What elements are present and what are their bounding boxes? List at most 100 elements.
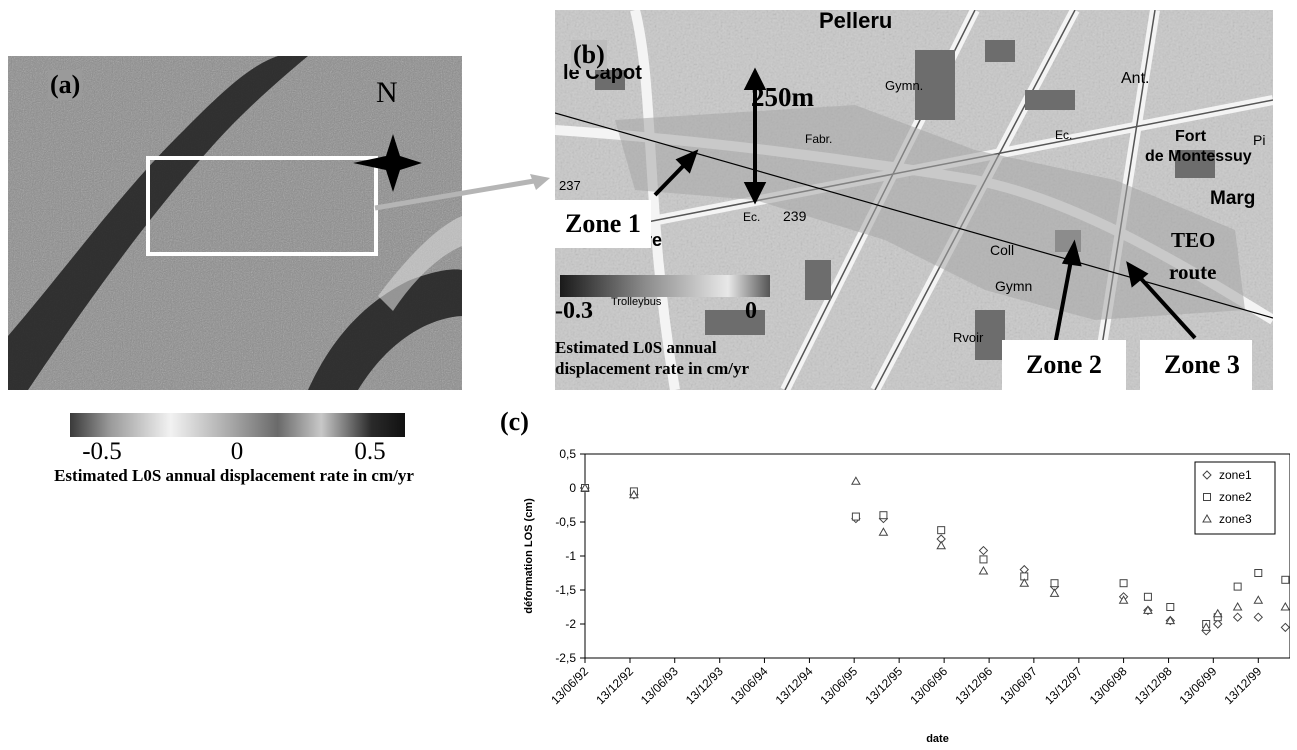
data-point-zone1 (1280, 622, 1291, 633)
data-point-zone2 (851, 512, 860, 521)
map-label: Rvoir (953, 330, 984, 345)
y-axis-label: déformation LOS (cm) (523, 498, 535, 614)
colorbar-b-caption: Estimated L0S annual (555, 338, 717, 357)
data-point-zone3 (629, 489, 639, 499)
data-point-zone3 (1165, 615, 1176, 625)
map-label: Fabr. (805, 132, 833, 146)
colorbar-a-caption: Estimated L0S annual displacement rate i… (54, 466, 414, 485)
map-label: Ant. (1121, 70, 1150, 87)
deformation-chart-svg: 0,50-0,5-1-1,5-2-2,513/06/92 13/12/92 13/0… (523, 447, 1291, 745)
compass-icon (353, 134, 422, 192)
panel-b-label: (b) (571, 40, 607, 70)
x-tick-label: 13/06/98 (1087, 664, 1130, 707)
data-point-zone2 (979, 555, 988, 564)
data-point-zone1 (1019, 564, 1029, 575)
x-tick-label: 13/12/94 (773, 664, 816, 707)
legend-label: zone2 (1219, 490, 1252, 504)
map-label: Gymn (995, 278, 1033, 294)
x-tick-label: 13/06/97 (997, 664, 1040, 707)
legend-label: zone3 (1219, 512, 1252, 526)
link-arrow (374, 174, 550, 211)
data-point-zone3 (1280, 601, 1291, 611)
data-point-zone2 (1050, 579, 1059, 588)
map-label: Trolleybus (611, 296, 662, 308)
zone-1-label: Zone 1 (555, 200, 651, 248)
x-tick-label: 13/06/92 (548, 664, 591, 707)
data-point-zone3 (851, 476, 861, 485)
y-tick-label: 0,5 (559, 447, 576, 461)
map-label: Fort (1175, 128, 1207, 145)
data-point-zone2 (1166, 603, 1175, 611)
y-tick-label: 0 (569, 481, 576, 495)
map-label: Pi (1253, 132, 1266, 148)
y-tick-label: -2 (565, 617, 576, 631)
map-label: Ec. (1055, 128, 1073, 142)
legend-label: zone1 (1219, 468, 1252, 482)
map-label: Pelleru (819, 8, 893, 33)
data-point-zone3 (1049, 588, 1060, 597)
x-tick-label: 13/12/97 (1042, 664, 1085, 707)
legend-marker-zone1 (1202, 470, 1212, 480)
data-point-zone1 (1213, 619, 1223, 629)
data-point-zone2 (1143, 592, 1152, 601)
data-point-zone3 (1232, 601, 1243, 611)
colorbar-b-max: 0 (745, 298, 757, 324)
x-tick-label: 13/12/99 (1221, 664, 1264, 707)
x-tick-label: 13/12/95 (862, 664, 905, 707)
topographic-map-b-image (554, 7, 1276, 393)
panel-a-label: (a) (48, 70, 83, 100)
colorbar-a-tick: -0.5 (82, 438, 122, 465)
topographic-map-b: Pelleru le Capot Gymn. Ant. Ec. Fort de … (554, 7, 1276, 393)
plot-frame (584, 453, 1291, 659)
data-point-zone1 (1232, 612, 1243, 622)
x-tick-label: 13/06/96 (907, 664, 950, 707)
colorbar-b-caption: displacement rate in cm/yr (555, 359, 750, 378)
teo-route-line (554, 112, 1274, 319)
data-point-zone3 (1201, 622, 1212, 631)
y-tick-label: -1 (565, 549, 576, 563)
data-point-zone2 (1254, 569, 1263, 577)
x-tick-label: 13/12/98 (1132, 664, 1175, 707)
map-label: 239 (783, 208, 807, 224)
data-point-zone3 (1019, 578, 1030, 587)
deformation-chart: 0,5 0 -0,5 -1 -1,5 -2 -2,5 13/06/92 13/12/92 13/0… (500, 440, 1291, 745)
zone-3-label: Zone 3 (1140, 340, 1252, 390)
data-point-zone2 (1281, 575, 1290, 584)
data-point-zone3 (1253, 595, 1264, 604)
map-label: Ec. (743, 210, 761, 224)
y-tick-label: -0,5 (555, 515, 576, 529)
zone-2-label: Zone 2 (1002, 340, 1126, 390)
data-point-zone2 (879, 511, 888, 520)
scale-label: 250m (751, 82, 814, 112)
data-point-zone3 (878, 527, 889, 536)
x-tick-label: 13/06/99 (1176, 664, 1219, 707)
map-label: de Montessuy (1145, 148, 1252, 165)
map-label: Marg (1210, 188, 1256, 209)
x-axis-label: date (926, 733, 949, 745)
data-point-zone1 (978, 545, 989, 556)
legend-marker-zone3 (1202, 513, 1212, 523)
insar-map-a-image (8, 56, 462, 390)
data-point-zone3 (580, 482, 590, 492)
data-point-zone2 (937, 526, 946, 535)
x-tick-label: 13/06/93 (638, 664, 681, 707)
colorbar-b-min: -0.3 (555, 298, 593, 324)
x-tick-label: 13/06/94 (728, 664, 771, 707)
y-tick-label: -1,5 (555, 583, 576, 597)
teo-label: TEO (1171, 228, 1216, 252)
x-tick-label: 13/06/95 (817, 664, 860, 707)
colorbar-a-tick: 0 (230, 438, 244, 465)
colorbar-a (70, 413, 405, 437)
data-point-zone3 (1143, 605, 1153, 614)
data-point-zone2 (1233, 582, 1242, 591)
map-label: Coll (990, 242, 1015, 258)
x-tick-label: 13/12/92 (593, 664, 636, 707)
colorbar-a-tick: 0.5 (354, 438, 386, 465)
x-tick-label: 13/12/96 (952, 664, 995, 707)
data-point-zone3 (978, 565, 989, 575)
data-point-zone3 (1212, 608, 1223, 618)
colorbar-b (560, 275, 770, 297)
y-tick-label: -2,5 (555, 651, 576, 665)
panel-c-label: (c) (500, 407, 529, 436)
teo-label-route: route (1169, 260, 1217, 284)
